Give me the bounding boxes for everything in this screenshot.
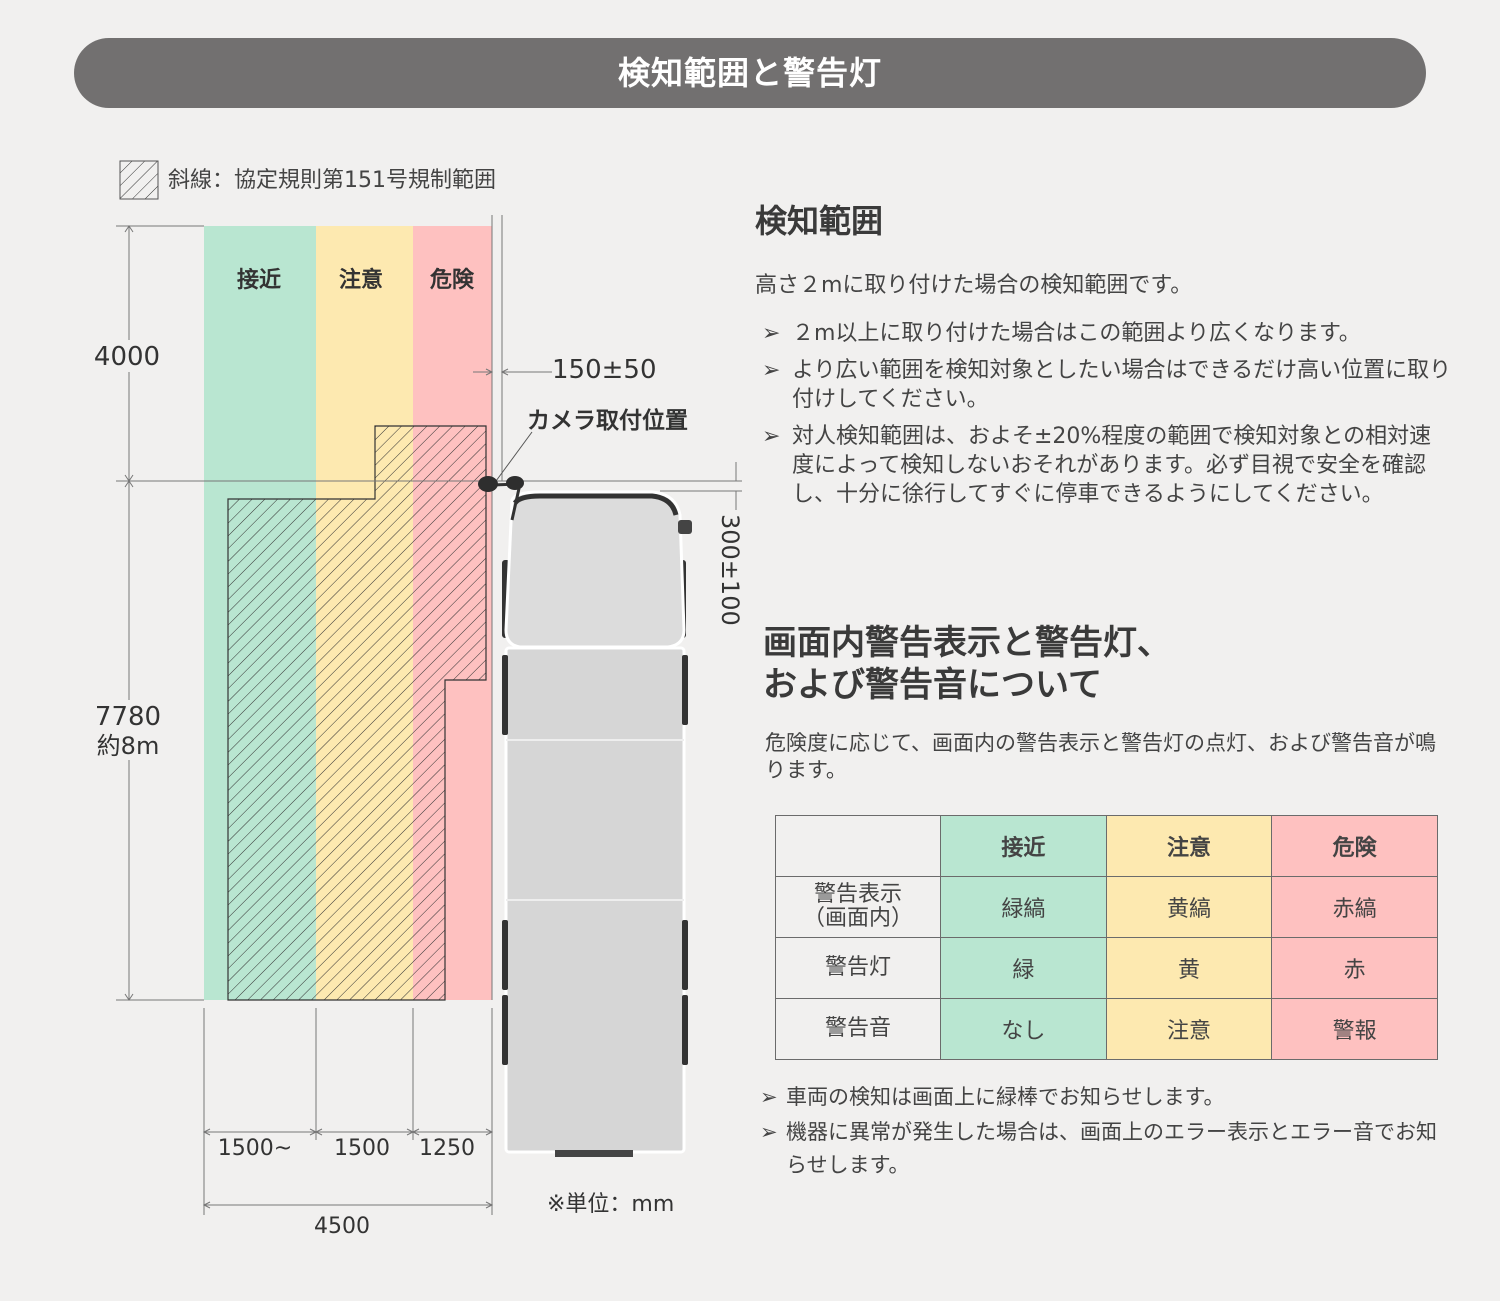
list-item: ➢ 対人検知範囲は、およそ±20%程度の範囲で検知対象との相対速度によって検知しな… [762, 422, 1452, 509]
row-label-line1: 警告表示 [776, 883, 940, 907]
cell-caution: 黄 [1106, 938, 1272, 999]
legend-hatch-swatch [120, 161, 158, 199]
note-text: 機器に異常が発生した場合は、画面上のエラー表示とエラー音でお知らせします。 [786, 1120, 1437, 1177]
dim-width-3: 1250 [419, 1136, 475, 1161]
table-row: 警告灯 緑 黄 赤 [776, 938, 1438, 999]
dim-width-1: 1500~ [218, 1136, 292, 1161]
cell-caution: 黄縞 [1106, 877, 1272, 938]
dim-camera-height: 300±100 [716, 514, 744, 626]
camera-mount-label: カメラ取付位置 [527, 407, 688, 434]
zone-label-approach: 接近 [237, 267, 281, 293]
table-header-caution: 注意 [1106, 816, 1272, 877]
bullet-text: 対人検知範囲は、およそ±20%程度の範囲で検知対象との相対速度によって検知しない… [792, 424, 1431, 507]
warning-heading: 画面内警告表示と警告灯、 および警告音について [763, 622, 1171, 706]
arrow-icon: ➢ [762, 422, 780, 451]
cell-approach: 緑縞 [941, 877, 1107, 938]
warning-heading-line1: 画面内警告表示と警告灯、 [763, 622, 1171, 664]
dim-width-2: 1500 [334, 1136, 390, 1161]
unit-note: ※単位：mm [547, 1192, 674, 1217]
bullet-text: ２m以上に取り付けた場合はこの範囲より広くなります。 [792, 321, 1361, 346]
table-header-danger: 危険 [1272, 816, 1438, 877]
warning-heading-line2: および警告音について [763, 664, 1171, 706]
zone-label-danger: 危険 [430, 267, 475, 293]
list-item: ➢ 機器に異常が発生した場合は、画面上のエラー表示とエラー音でお知らせします。 [760, 1116, 1450, 1182]
arrow-icon: ➢ [762, 319, 780, 348]
cell-danger: 警報 [1272, 999, 1438, 1060]
cell-caution: 注意 [1106, 999, 1272, 1060]
dim-width-total: 4500 [314, 1214, 370, 1239]
cell-danger: 赤縞 [1272, 877, 1438, 938]
table-row: 警告音 なし 注意 警報 [776, 999, 1438, 1060]
warning-table: 接近 注意 危険 警告表示 （画面内） 緑縞 黄縞 赤縞 警告灯 緑 黄 赤 警… [775, 815, 1438, 1060]
list-item: ➢ ２m以上に取り付けた場合はこの範囲より広くなります。 [762, 319, 1452, 348]
horizontal-dimension-lines [204, 1008, 492, 1215]
arrow-icon: ➢ [762, 356, 780, 385]
warning-notes: ➢ 車両の検知は画面上に緑棒でお知らせします。 ➢ 機器に異常が発生した場合は、画面… [760, 1081, 1450, 1190]
arrow-icon: ➢ [760, 1081, 778, 1114]
dim-height-bottom: 7780 [95, 702, 161, 732]
cell-danger: 赤 [1272, 938, 1438, 999]
cell-approach: なし [941, 999, 1107, 1060]
dim-height-bottom-approx: 約8m [97, 732, 160, 760]
note-text: 車両の検知は画面上に緑棒でお知らせします。 [786, 1085, 1224, 1109]
legend-text: 斜線：協定規則第151号規制範囲 [168, 168, 496, 193]
dim-height-top: 4000 [94, 342, 160, 372]
zone-label-caution: 注意 [339, 267, 383, 293]
list-item: ➢ より広い範囲を検知対象としたい場合はできるだけ高い位置に取り付けしてください。 [762, 356, 1452, 414]
detection-heading: 検知範囲 [755, 196, 883, 242]
row-label: 警告音 [776, 999, 941, 1060]
vehicle-top-view [478, 476, 692, 1157]
detection-intro: 高さ２mに取り付けた場合の検知範囲です。 [755, 271, 1455, 300]
table-header-corner [776, 816, 941, 877]
cell-approach: 緑 [941, 938, 1107, 999]
arrow-icon: ➢ [760, 1116, 778, 1149]
row-label-line2: （画面内） [776, 907, 940, 931]
table-header-approach: 接近 [941, 816, 1107, 877]
list-item: ➢ 車両の検知は画面上に緑棒でお知らせします。 [760, 1081, 1450, 1114]
table-row: 警告表示 （画面内） 緑縞 黄縞 赤縞 [776, 877, 1438, 938]
table-header-row: 接近 注意 危険 [776, 816, 1438, 877]
detection-bullets: ➢ ２m以上に取り付けた場合はこの範囲より広くなります。 ➢ より広い範囲を検知対象… [762, 319, 1452, 517]
bullet-text: より広い範囲を検知対象としたい場合はできるだけ高い位置に取り付けしてください。 [792, 358, 1451, 412]
dim-camera-offset: 150±50 [552, 355, 657, 385]
warning-intro: 危険度に応じて、画面内の警告表示と警告灯の点灯、および警告音が鳴ります。 [765, 730, 1445, 784]
row-label: 警告灯 [776, 938, 941, 999]
row-label: 警告表示 （画面内） [776, 877, 941, 938]
camera-leader-line [496, 432, 532, 481]
